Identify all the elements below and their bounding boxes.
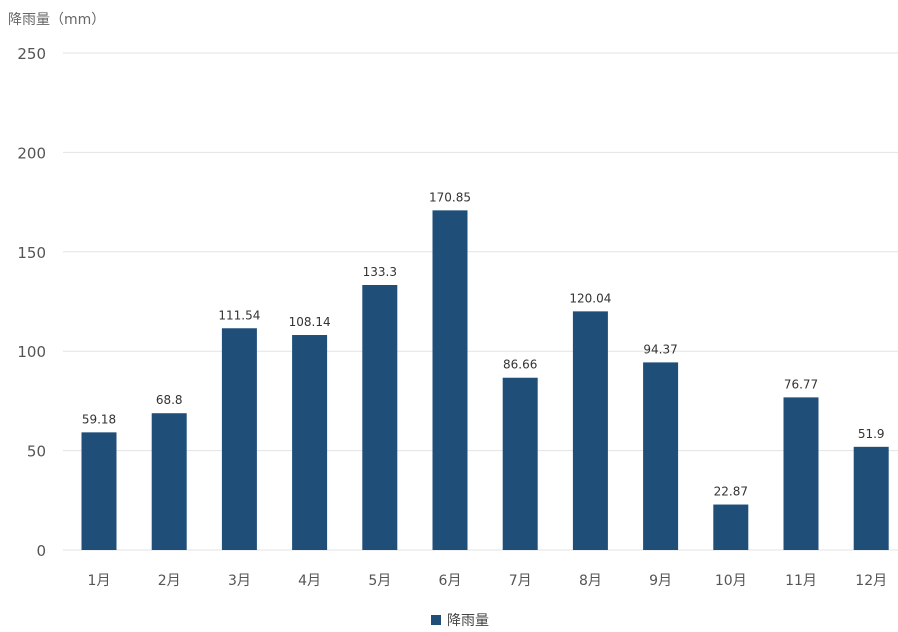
data-label-5: 133.3 (363, 265, 397, 279)
bar-8 (572, 311, 608, 550)
y-tick-labels: 0 50 100 150 200 250 (17, 45, 46, 560)
x-tick-label: 12月 (855, 573, 887, 589)
y-axis-label: 降雨量（mm） (8, 12, 105, 28)
legend-label: 降雨量 (447, 613, 489, 629)
x-tick-label: 3月 (228, 573, 251, 589)
data-label-10: 22.87 (714, 485, 748, 499)
x-tick-label: 8月 (579, 573, 602, 589)
data-label-7: 86.66 (503, 358, 537, 372)
bars (81, 210, 889, 550)
data-label-4: 108.14 (289, 315, 331, 329)
bar-10 (713, 504, 749, 550)
bar-1 (81, 432, 117, 550)
x-tick-label: 11月 (785, 573, 817, 589)
bar-12 (853, 446, 889, 550)
y-tick-label: 0 (36, 542, 46, 560)
x-tick-label: 1月 (88, 573, 111, 589)
x-tick-label: 10月 (715, 573, 747, 589)
x-tick-label: 2月 (158, 573, 181, 589)
data-label-6: 170.85 (429, 190, 471, 204)
bar-11 (783, 397, 819, 550)
x-tick-label: 4月 (298, 573, 321, 589)
data-label-12: 51.9 (858, 427, 885, 441)
data-label-9: 94.37 (643, 342, 677, 356)
data-label-8: 120.04 (569, 291, 611, 305)
legend: 降雨量 (431, 613, 489, 629)
bar-3 (221, 328, 257, 550)
y-tick-label: 200 (17, 144, 46, 162)
data-label-3: 111.54 (218, 308, 260, 322)
data-label-1: 59.18 (82, 412, 116, 426)
bar-2 (151, 413, 187, 550)
x-tick-label: 6月 (439, 573, 462, 589)
x-tick-labels: 1月 2月 3月 4月 5月 6月 7月 8月 9月 10月 11月 12月 (88, 573, 888, 589)
bar-7 (502, 377, 538, 550)
legend-swatch (431, 615, 441, 625)
data-label-11: 76.77 (784, 377, 818, 391)
bar-5 (362, 284, 398, 550)
x-tick-label: 9月 (649, 573, 672, 589)
y-tick-label: 50 (27, 443, 46, 461)
x-tick-label: 7月 (509, 573, 532, 589)
gridlines (63, 52, 898, 551)
y-tick-label: 100 (17, 343, 46, 361)
x-tick-label: 5月 (368, 573, 391, 589)
bar-4 (292, 335, 328, 550)
data-labels: 59.18 68.8 111.54 108.14 133.3 170.85 86.66 120… (82, 190, 885, 498)
y-tick-label: 150 (17, 244, 46, 262)
bar-6 (432, 210, 468, 550)
bar-9 (643, 362, 679, 550)
data-label-2: 68.8 (156, 393, 183, 407)
y-tick-label: 250 (17, 45, 46, 63)
